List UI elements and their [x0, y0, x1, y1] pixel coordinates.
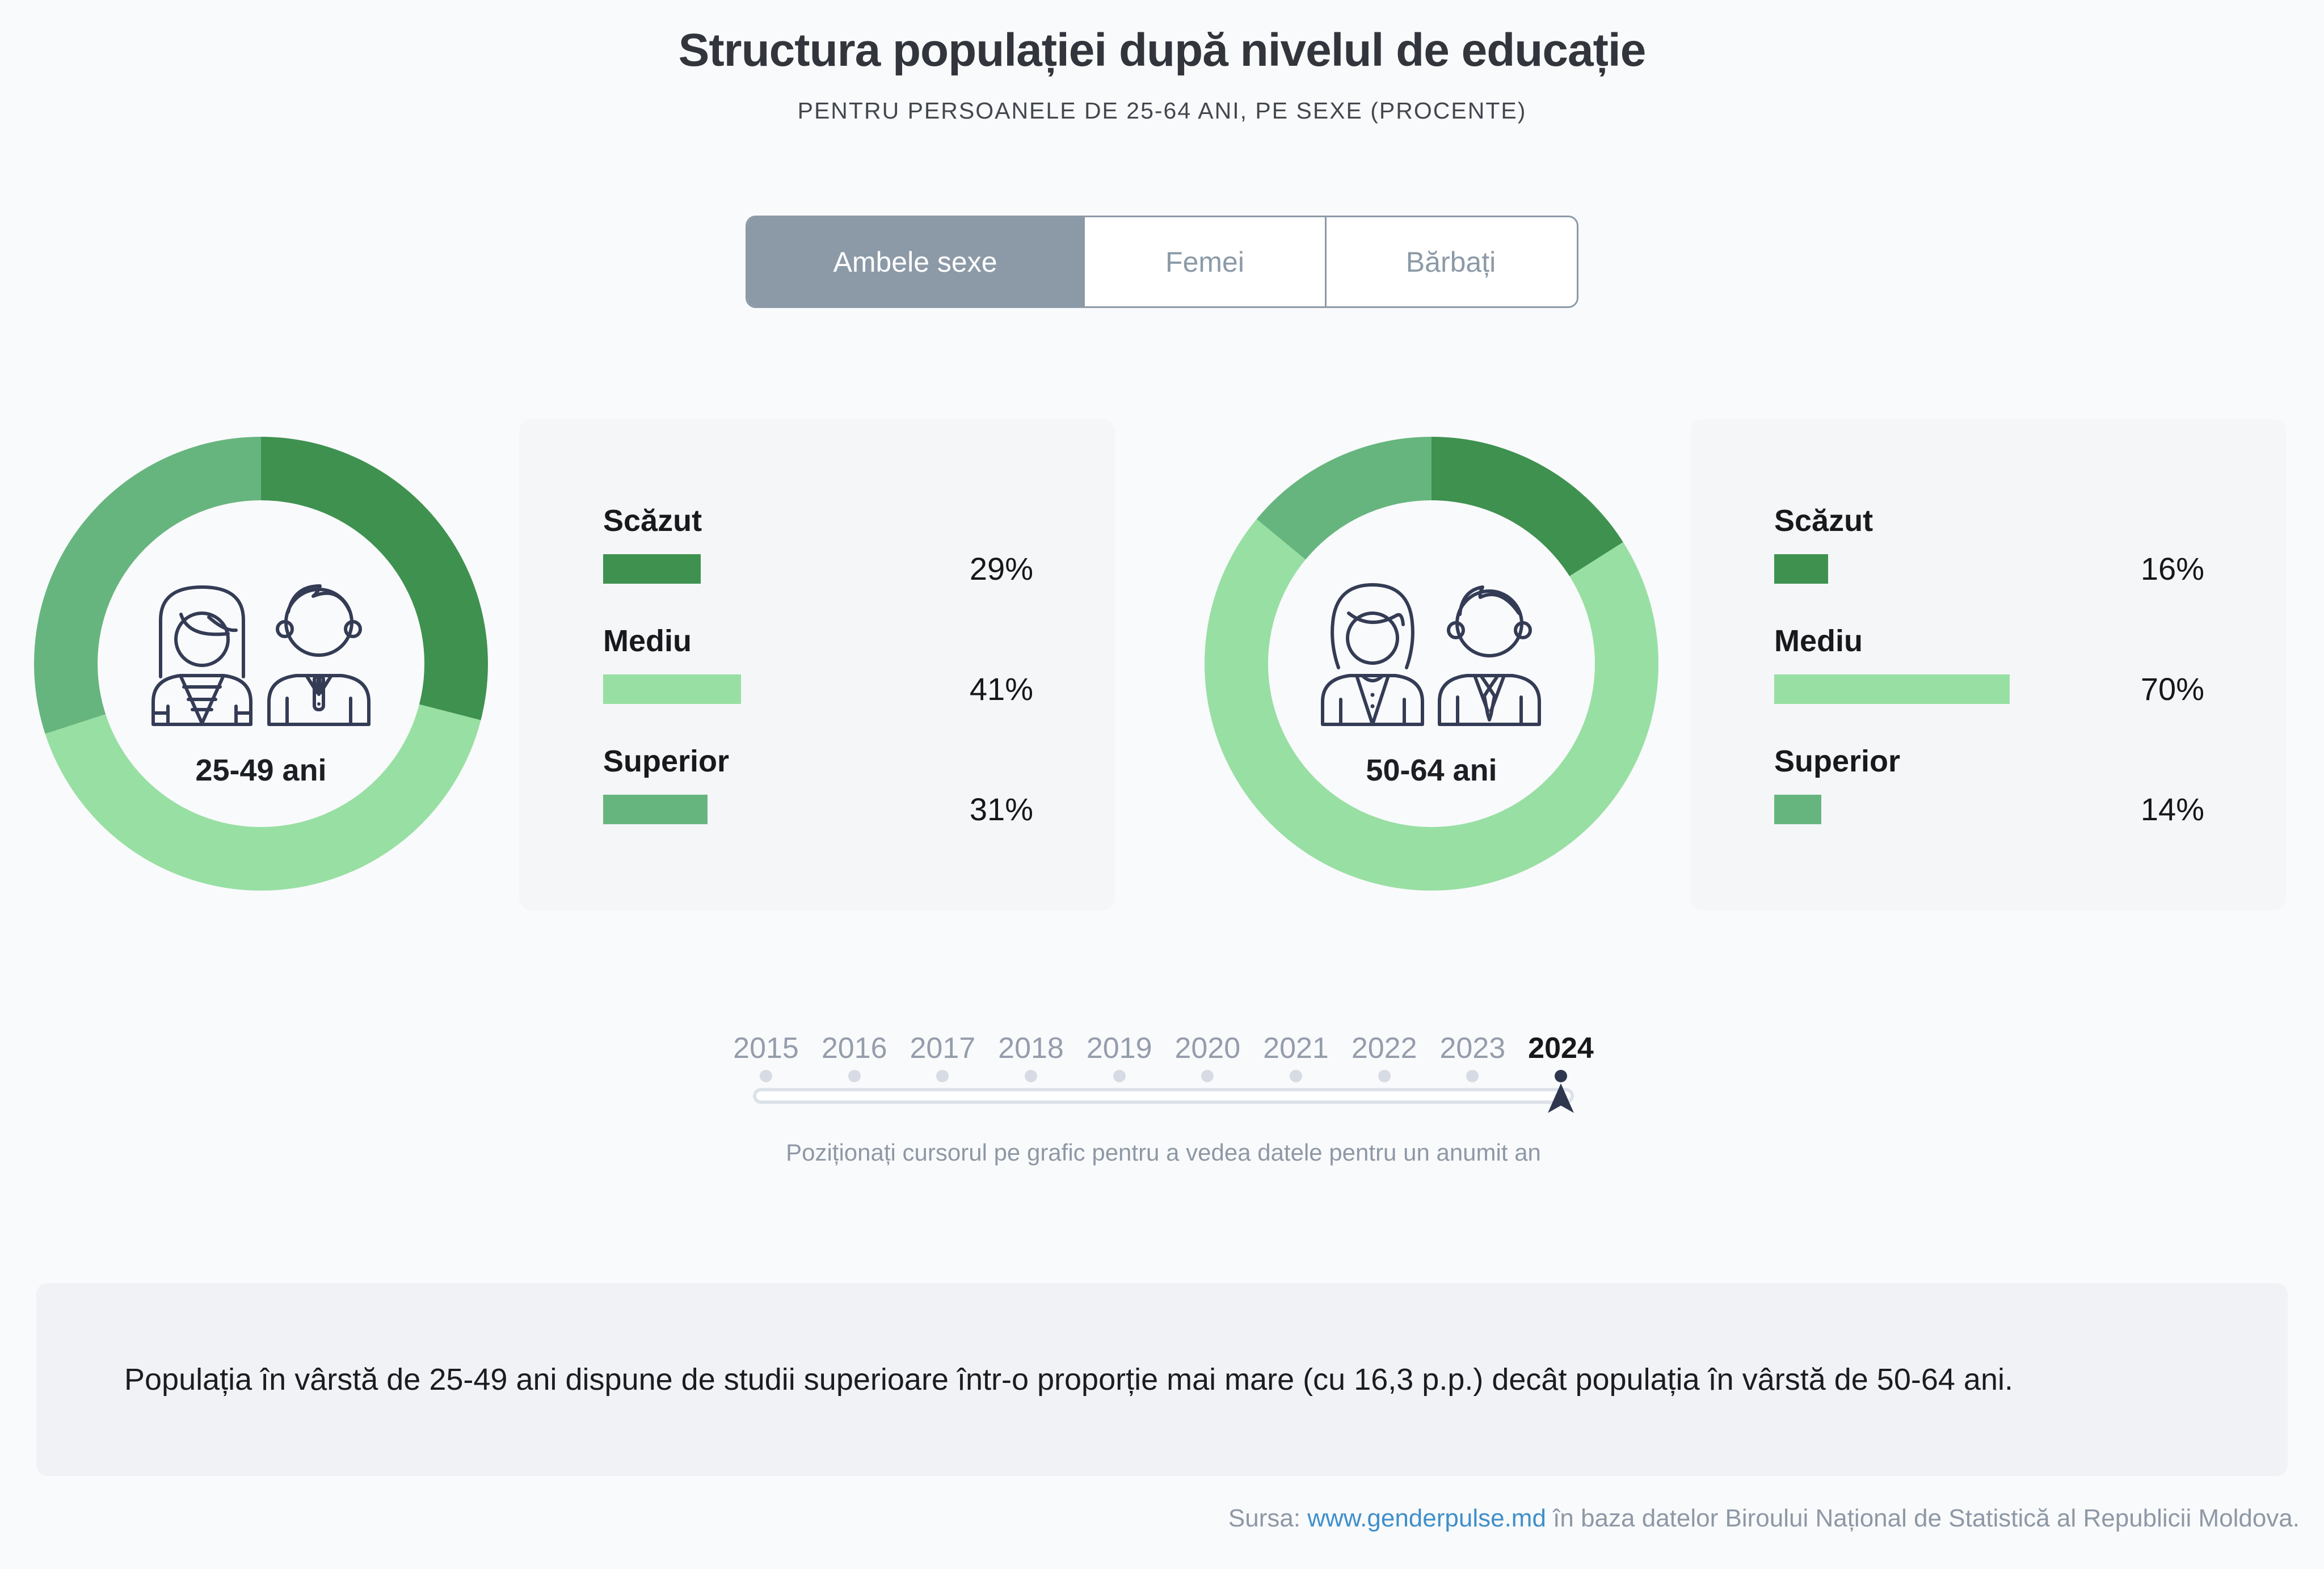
year-label-2022[interactable]: 2022: [1351, 1032, 1417, 1065]
bar-value-mediu: 70%: [2140, 671, 2204, 707]
bar-value-scazut: 29%: [969, 551, 1033, 587]
year-dot-2022[interactable]: [1378, 1070, 1391, 1082]
bar-value-scazut: 16%: [2140, 551, 2204, 587]
year-dot-2016[interactable]: [848, 1070, 861, 1082]
young-couple-icon: [145, 559, 376, 729]
slider-caption: Poziționați cursorul pe grafic pentru a …: [786, 1139, 1541, 1166]
bar-superior: [603, 795, 708, 824]
page-title: Structura populației după nivelul de edu…: [678, 24, 1647, 76]
bar-mediu: [1774, 674, 2010, 704]
bar-label-mediu: Mediu: [1774, 624, 1863, 658]
bar-value-superior: 31%: [969, 791, 1033, 827]
insight-note-text: Populația în vârstă de 25-49 ani dispune…: [124, 1363, 2013, 1397]
bars-panel-25-49: Scăzut 29% Mediu 41% Superior 31%: [519, 419, 1115, 910]
bar-scazut: [603, 554, 701, 584]
year-dot-2019[interactable]: [1113, 1070, 1126, 1082]
year-label-2021[interactable]: 2021: [1263, 1032, 1329, 1065]
year-label-2023[interactable]: 2023: [1439, 1032, 1506, 1065]
source-line: Sursa: www.genderpulse.md în baza datelo…: [1228, 1504, 2300, 1533]
bar-label-superior: Superior: [1774, 744, 1901, 778]
year-dot-2023[interactable]: [1466, 1070, 1479, 1082]
age-label-50-64: 50-64 ani: [1366, 753, 1497, 787]
source-prefix: Sursa:: [1228, 1504, 1308, 1532]
source-suffix: în baza datelor Biroului Național de Sta…: [1546, 1504, 2300, 1532]
older-man-icon: [1438, 585, 1541, 726]
bar-scazut: [1774, 554, 1828, 584]
year-dot-2020[interactable]: [1201, 1070, 1214, 1082]
year-dot-2018[interactable]: [1025, 1070, 1037, 1082]
year-label-2015[interactable]: 2015: [733, 1032, 799, 1065]
donut-chart-50-64[interactable]: [1205, 437, 1658, 891]
year-label-2017[interactable]: 2017: [910, 1032, 976, 1065]
year-label-2018[interactable]: 2018: [998, 1032, 1064, 1065]
bars-panel-50-64: Scăzut 16% Mediu 70% Superior 14%: [1690, 419, 2286, 910]
young-woman-icon: [151, 585, 252, 726]
year-slider: 2015 2016 2017 2018 2019 2020 2021 2022 2023 2024…: [733, 1027, 1594, 1180]
source-link[interactable]: www.genderpulse.md: [1307, 1504, 1546, 1532]
bar-label-scazut: Scăzut: [603, 504, 702, 538]
year-dot-2015[interactable]: [760, 1070, 772, 1082]
tab-ambele-sexe[interactable]: Ambele sexe: [747, 217, 1083, 306]
slider-track[interactable]: [753, 1088, 1574, 1104]
tab-femei[interactable]: Femei: [1083, 217, 1325, 306]
older-woman-icon: [1321, 583, 1424, 726]
donut-hole: [98, 500, 424, 827]
donut-chart-25-49[interactable]: [34, 437, 488, 891]
insight-note-box: Populația în vârstă de 25-49 ani dispune…: [36, 1283, 2288, 1476]
bar-superior: [1774, 795, 1822, 824]
page-subtitle: PENTRU PERSOANELE DE 25-64 ANI, PE SEXE …: [797, 98, 1527, 124]
donut-hole: [1268, 500, 1595, 827]
young-man-icon: [267, 584, 371, 726]
year-label-2019[interactable]: 2019: [1086, 1032, 1152, 1065]
age-label-25-49: 25-49 ani: [195, 753, 327, 787]
slider-handle-icon[interactable]: [1547, 1083, 1575, 1115]
bar-mediu: [603, 674, 742, 704]
bar-value-mediu: 41%: [969, 671, 1033, 707]
year-dot-2017[interactable]: [936, 1070, 949, 1082]
older-couple-icon: [1316, 559, 1546, 729]
year-label-2020[interactable]: 2020: [1174, 1032, 1241, 1065]
bar-label-mediu: Mediu: [603, 624, 692, 658]
year-dot-2024[interactable]: [1555, 1070, 1568, 1082]
bar-label-superior: Superior: [603, 744, 730, 778]
bar-label-scazut: Scăzut: [1774, 504, 1873, 538]
sex-filter-tabs: Ambele sexe Femei Bărbați: [746, 216, 1578, 308]
year-label-2024[interactable]: 2024: [1528, 1032, 1594, 1065]
tab-barbati[interactable]: Bărbați: [1325, 217, 1575, 306]
year-dot-2021[interactable]: [1290, 1070, 1303, 1082]
year-label-2016[interactable]: 2016: [821, 1032, 887, 1065]
bar-value-superior: 14%: [2140, 791, 2204, 827]
